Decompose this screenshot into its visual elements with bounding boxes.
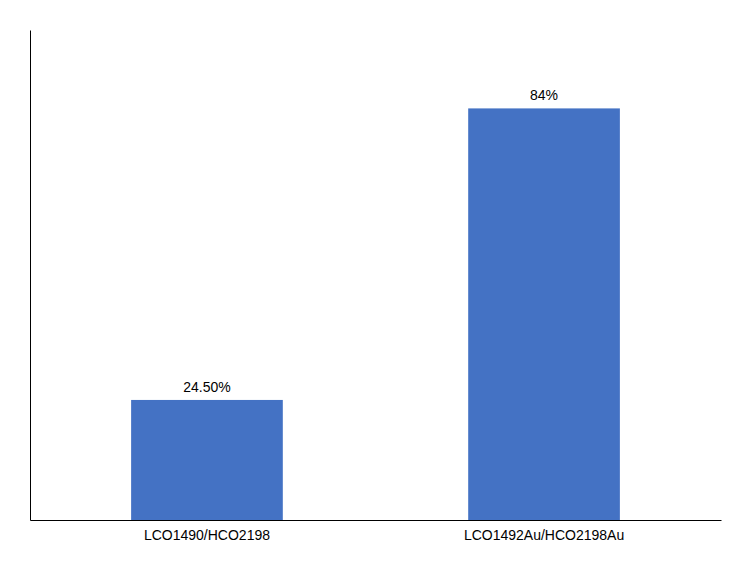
data-label: 84%: [530, 87, 558, 103]
y-axis: [30, 31, 31, 521]
x-tick: LCO1492Au/HCO2198Au: [464, 527, 624, 543]
x-tick-label: LCO1490/HCO2198: [144, 527, 270, 543]
bars: [131, 108, 620, 520]
chart-container: LCO1490/HCO2198 LCO1492Au/HCO2198Au 24.50%…: [0, 0, 745, 570]
data-labels: 24.50% 84%: [183, 87, 558, 395]
x-tick-label: LCO1492Au/HCO2198Au: [464, 527, 624, 543]
x-tick: LCO1490/HCO2198: [144, 527, 270, 543]
data-label: 24.50%: [183, 379, 230, 395]
bar: [468, 108, 620, 520]
plot-area: LCO1490/HCO2198 LCO1492Au/HCO2198Au 24.50%…: [31, 31, 722, 543]
x-axis-line: [31, 520, 722, 521]
bar: [131, 400, 283, 520]
chart-svg: LCO1490/HCO2198 LCO1492Au/HCO2198Au 24.50%…: [0, 0, 745, 570]
y-axis-line: [30, 31, 31, 521]
x-axis: LCO1490/HCO2198 LCO1492Au/HCO2198Au: [31, 521, 722, 543]
